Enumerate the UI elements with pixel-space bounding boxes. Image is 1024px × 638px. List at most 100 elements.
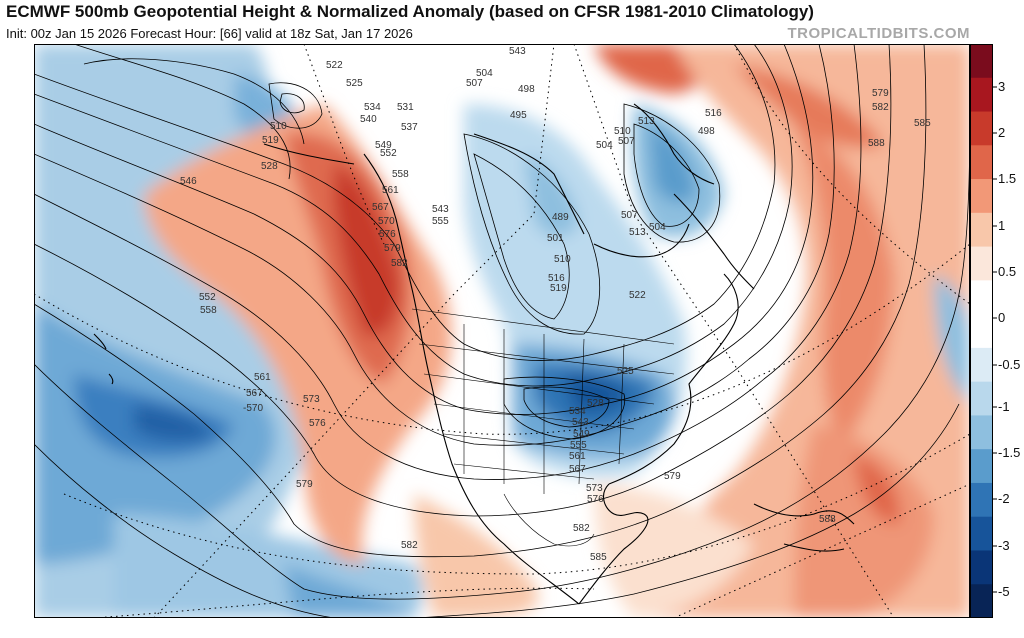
contour-label: 573	[303, 394, 320, 405]
contour-label: 507	[618, 136, 635, 147]
contour-label: 516	[548, 273, 565, 284]
contour-label: 540	[360, 114, 377, 125]
colorbar: 3 2 1.5 1 0.5 0 -0.5 -1 -1.5 -2 -3 -5	[970, 44, 1020, 618]
contour-label: 558	[200, 305, 217, 316]
contour-label: 579	[296, 479, 313, 490]
colorbar-band	[970, 584, 993, 618]
contour-label: 588	[819, 514, 836, 525]
contour-label: 561	[254, 372, 271, 383]
contour-label: 582	[872, 102, 889, 113]
colorbar-band	[970, 449, 993, 484]
contour-label: 510	[614, 126, 631, 137]
contour-label: 549	[573, 429, 590, 440]
contour-label: 534	[569, 406, 586, 417]
height-contours	[34, 44, 970, 618]
colorbar-band	[970, 77, 993, 113]
colorbar-tick-label: 3	[998, 79, 1005, 94]
contour-label: 507	[466, 78, 483, 89]
contour-label: 522	[629, 290, 646, 301]
contour-label: 570	[378, 216, 395, 227]
contour-label: 543	[432, 204, 449, 215]
map-frame	[34, 44, 970, 618]
colorbar-band	[970, 314, 993, 349]
colorbar-tick-label: 0.5	[998, 264, 1016, 279]
contour-label: 567	[569, 464, 586, 475]
colorbar-band	[970, 179, 993, 214]
contour-label: 513	[638, 116, 655, 127]
colorbar-band	[970, 246, 993, 281]
colorbar-tick-label: 1	[998, 218, 1005, 233]
colorbar-tick-label: 1.5	[998, 171, 1016, 186]
colorbar-band	[970, 280, 993, 315]
contour-label: 573	[586, 483, 603, 494]
contour-label: 585	[914, 118, 931, 129]
colorbar-band	[970, 482, 993, 518]
contour-label: 498	[518, 84, 535, 95]
contour-label: 507	[621, 210, 638, 221]
colorbar-tick-label: 2	[998, 125, 1005, 140]
contour-label: 576	[587, 494, 604, 505]
contour-label: 546	[180, 176, 197, 187]
contour-label: 555	[432, 216, 449, 227]
colorbar-band	[970, 212, 993, 248]
contour-label: 504	[476, 68, 493, 79]
latlon-grid	[34, 44, 970, 618]
colorbar-tick-label: -2	[998, 491, 1010, 506]
colorbar-tick-label: -5	[998, 584, 1010, 599]
colorbar-frame	[970, 44, 993, 618]
contour-label: 543	[509, 46, 526, 57]
contour-label: 525	[346, 78, 363, 89]
map-title: ECMWF 500mb Geopotential Height & Normal…	[6, 2, 814, 21]
contour-label: 504	[649, 222, 666, 233]
colorbar-labels: 3 2 1.5 1 0.5 0 -0.5 -1 -1.5 -2 -3 -5	[993, 79, 1020, 599]
watermark: TROPICALTIDBITS.COM	[787, 25, 970, 42]
contour-label: 549	[375, 140, 392, 151]
contour-label: 489	[552, 212, 569, 223]
colorbar-bands	[970, 44, 993, 618]
contour-label: 501	[547, 233, 564, 244]
contour-label: 519	[550, 283, 567, 294]
map-subtitle: Init: 00z Jan 15 2026 Forecast Hour: [66…	[6, 26, 413, 41]
colorbar-band	[970, 347, 993, 383]
contour-label: 528	[587, 398, 604, 409]
contour-label: 525	[617, 366, 634, 377]
contour-label: 567	[372, 202, 389, 213]
contour-label: 582	[573, 523, 590, 534]
contour-label: 543	[572, 417, 589, 428]
contour-label: 495	[510, 110, 527, 121]
colorbar-tick-label: -1.5	[998, 445, 1020, 460]
colorbar-band	[970, 550, 993, 585]
colorbar-tick-label: -1	[998, 399, 1010, 414]
contour-label: 579	[384, 243, 401, 254]
contour-label: 582	[391, 258, 408, 269]
contour-label: 561	[569, 451, 586, 462]
contour-label: 561	[382, 185, 399, 196]
contour-label: 510	[554, 254, 571, 265]
contour-label: 504	[596, 140, 613, 151]
colorbar-band	[970, 516, 993, 551]
contour-label: 582	[401, 540, 418, 551]
contour-label: 513	[629, 227, 646, 238]
contour-label: -570	[243, 403, 263, 414]
contour-label: 552	[199, 292, 216, 303]
colorbar-band	[970, 381, 993, 416]
contour-label: 588	[868, 138, 885, 149]
contour-label: 579	[872, 88, 889, 99]
contour-label: 576	[379, 229, 396, 240]
coastlines	[93, 103, 855, 605]
anomaly-shading	[34, 44, 970, 618]
contour-label: 567	[246, 388, 263, 399]
contour-label: 522	[326, 60, 343, 71]
contour-label: 534	[364, 102, 381, 113]
contour-label: 528	[261, 161, 278, 172]
contour-label: 585	[590, 552, 607, 563]
contour-label: 576	[309, 418, 326, 429]
contour-label: 516	[705, 108, 722, 119]
colorbar-band	[970, 44, 993, 79]
political-boundaries	[411, 308, 675, 547]
colorbar-band	[970, 111, 993, 146]
contour-label: 498	[698, 126, 715, 137]
contour-label: 537	[401, 122, 418, 133]
